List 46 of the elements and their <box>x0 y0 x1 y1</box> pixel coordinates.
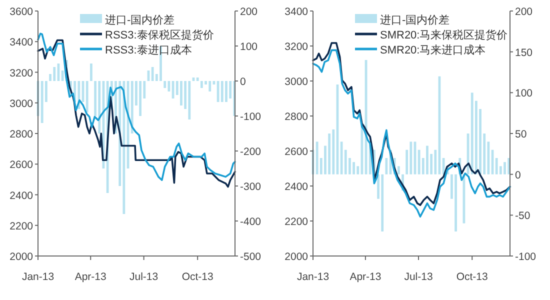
y2-tick-label: 100 <box>240 41 258 53</box>
y-tick-label: 3000 <box>10 98 34 110</box>
y-tick-label: 3000 <box>284 76 308 88</box>
y-tick-label: 2200 <box>10 220 34 232</box>
y2-tick-label: -400 <box>240 216 262 228</box>
y-tick-label: 3600 <box>10 6 34 18</box>
legend-label: RSS3:泰保税区提货价 <box>105 28 214 42</box>
y2-tick-label: 100 <box>515 88 533 100</box>
y2-tick-label: -500 <box>240 251 262 263</box>
x-tick-label: Oct-13 <box>182 271 214 283</box>
y2-tick-label: 0 <box>515 169 521 182</box>
y2-tick-label: -200 <box>240 146 262 158</box>
y2-tick-label: -50 <box>515 210 530 222</box>
y-tick-label: 2000 <box>10 251 34 263</box>
y2-tick-label: 0 <box>240 76 246 88</box>
y-tick-label: 3400 <box>10 36 34 49</box>
y2-tick-label: 50 <box>515 128 527 140</box>
y-tick-label: 2000 <box>284 251 308 263</box>
x-tick-label: Apr-13 <box>350 271 382 283</box>
legend-label: 进口-国内价差 <box>105 14 175 26</box>
x-tick-label: Jul-13 <box>404 271 433 283</box>
y-tick-label: 2800 <box>10 128 34 140</box>
x-tick-label: Jul-13 <box>130 271 158 283</box>
y-tick-label: 3200 <box>10 67 34 80</box>
y-tick-label: 2800 <box>284 111 308 123</box>
legend-label: SMR20:马来保税区提货价 <box>380 28 508 42</box>
y-tick-label: 3400 <box>284 6 308 18</box>
y2-tick-label: 150 <box>515 46 533 59</box>
y2-tick-label: -100 <box>240 111 262 123</box>
y-tick-label: 2200 <box>284 216 308 228</box>
x-tick-label: Apr-13 <box>74 271 107 283</box>
y2-tick-label: -100 <box>515 251 536 263</box>
legend-label: RSS3:泰进口成本 <box>105 44 192 56</box>
y-tick-label: 3200 <box>284 41 308 53</box>
y-tick-label: 2400 <box>284 181 308 193</box>
x-tick-label: Jan-13 <box>22 271 54 283</box>
y-tick-label: 2600 <box>10 159 34 172</box>
legend-label: 进口-国内价差 <box>380 14 450 26</box>
y2-tick-label: 200 <box>515 6 533 18</box>
y2-tick-label: -300 <box>240 181 262 193</box>
y-tick-label: 2400 <box>10 190 34 202</box>
x-tick-label: Oct-13 <box>456 271 488 283</box>
x-tick-label: Jan-13 <box>296 271 330 283</box>
y-tick-label: 2600 <box>284 146 308 158</box>
legend-label: SMR20:马来进口成本 <box>380 44 486 56</box>
y2-tick-label: 200 <box>240 6 258 18</box>
